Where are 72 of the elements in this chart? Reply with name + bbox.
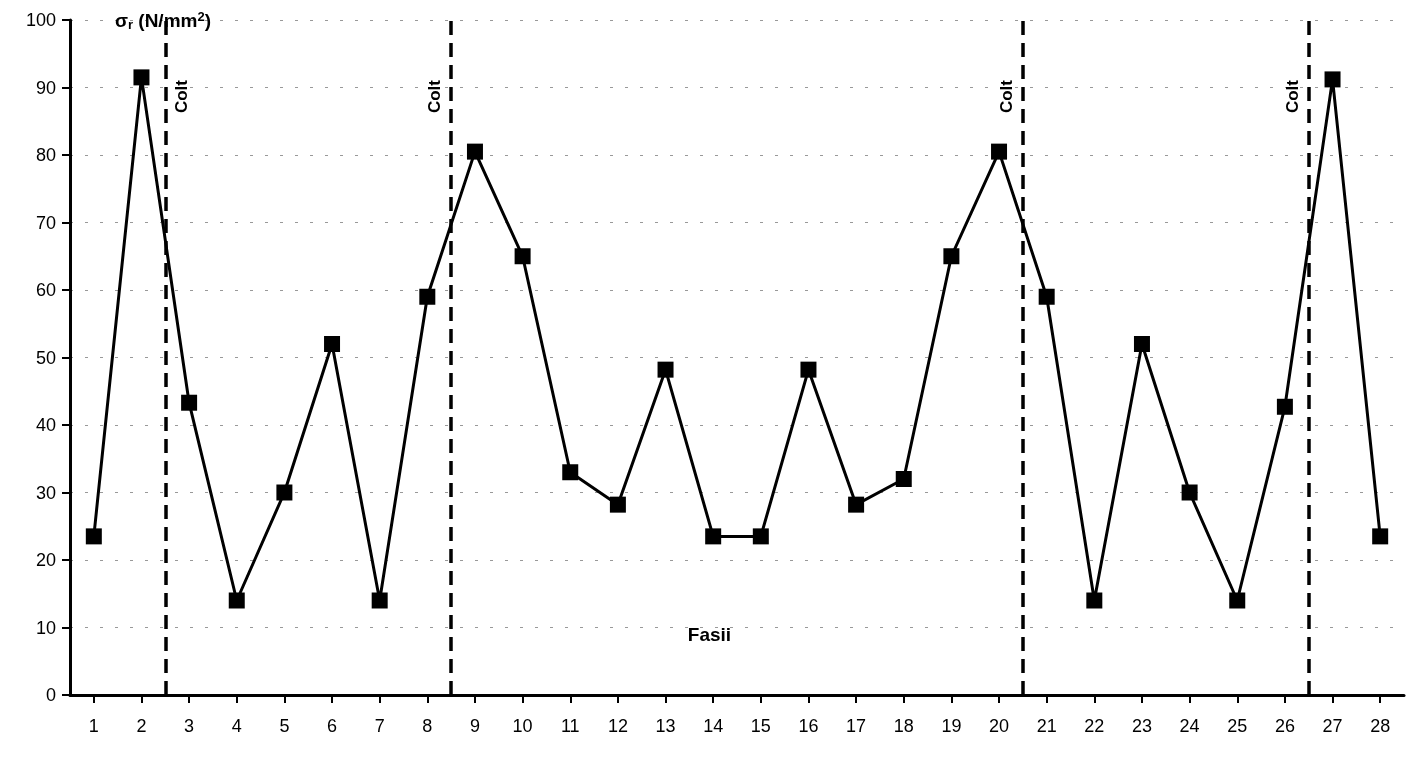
point	[466, 143, 483, 160]
point	[1181, 484, 1198, 501]
ref-line-label: Colt	[996, 79, 1016, 114]
x-tick-label: 8	[422, 716, 433, 736]
x-tick-label: 21	[1036, 716, 1057, 736]
y-tick-label: 100	[25, 10, 56, 30]
point	[1372, 528, 1389, 545]
x-tick-label: 14	[703, 716, 724, 736]
x-tick-label: 26	[1274, 716, 1295, 736]
x-tick-label: 16	[798, 716, 819, 736]
x-tick-label: 12	[607, 716, 628, 736]
point	[85, 528, 102, 545]
y-tick-label: 0	[45, 685, 56, 705]
point	[848, 496, 865, 513]
x-tick-label: 18	[893, 716, 914, 736]
x-tick-label: 3	[184, 716, 195, 736]
point	[276, 484, 293, 501]
point	[1038, 288, 1055, 305]
ref-line-label: Colt	[172, 79, 192, 114]
x-tick-label: 23	[1131, 716, 1152, 736]
point	[419, 288, 436, 305]
x-tick-label: 10	[512, 716, 533, 736]
point	[1324, 71, 1341, 88]
y-tick-label: 30	[35, 482, 56, 503]
x-axis-title: Fasii	[687, 624, 732, 645]
x-tick-label: 13	[655, 716, 676, 736]
point	[752, 528, 769, 545]
x-tick-label: 7	[374, 716, 385, 736]
point	[228, 592, 245, 609]
x-tick-label: 25	[1227, 716, 1248, 736]
point	[514, 248, 531, 265]
point	[1086, 592, 1103, 609]
point	[800, 361, 817, 378]
point	[1133, 336, 1150, 352]
point	[657, 361, 674, 378]
x-tick-label: 20	[989, 716, 1010, 736]
point	[324, 336, 341, 352]
point	[371, 592, 388, 609]
x-tick-label: 24	[1179, 716, 1200, 736]
ref-line-label: Colt	[1282, 79, 1302, 114]
x-tick-label: 6	[327, 716, 338, 736]
point	[562, 464, 579, 481]
ref-line-label: Colt	[425, 79, 445, 114]
x-tick-label: 17	[846, 716, 867, 736]
x-tick-label: 4	[231, 716, 242, 736]
x-tick-label: 2	[136, 716, 147, 736]
x-tick-label: 5	[279, 716, 290, 736]
point	[181, 394, 198, 411]
x-tick-label: 15	[750, 716, 771, 736]
point	[705, 528, 722, 545]
y-tick-label: 90	[35, 77, 56, 98]
y-tick-label: 80	[35, 145, 56, 165]
x-tick-label: 27	[1322, 716, 1343, 736]
x-tick-label: 9	[469, 716, 480, 736]
point	[133, 69, 150, 86]
x-tick-label: 28	[1370, 716, 1391, 736]
x-tick-label: 1	[88, 716, 99, 736]
y-tick-label: 10	[35, 617, 56, 638]
point	[943, 248, 960, 265]
y-tick-label: 50	[35, 347, 56, 368]
point	[609, 496, 626, 513]
y-tick-label: 40	[35, 415, 56, 435]
x-tick-label: 11	[560, 716, 580, 736]
point	[1229, 592, 1246, 609]
x-tick-label: 19	[941, 716, 962, 736]
point	[991, 143, 1008, 160]
point	[1276, 398, 1293, 415]
point	[895, 471, 912, 487]
x-tick-label: 22	[1084, 716, 1105, 736]
y-tick-label: 60	[35, 280, 56, 300]
y-tick-label: 20	[35, 550, 56, 570]
y-tick-label: 70	[35, 212, 56, 233]
